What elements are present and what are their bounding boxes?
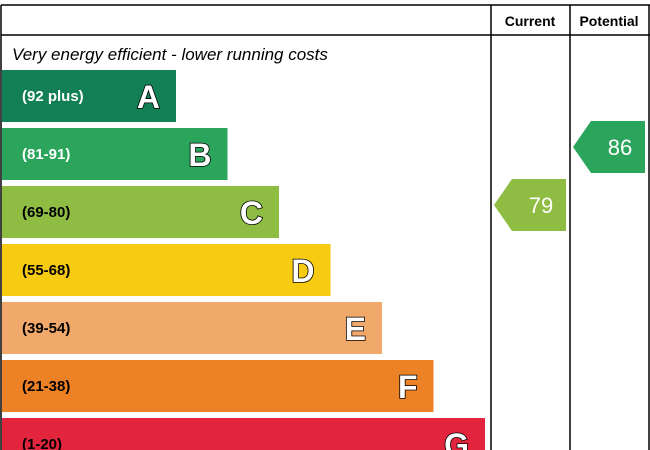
- band-range-c: (69-80): [22, 204, 70, 221]
- scores-layer: 79 86: [494, 121, 645, 231]
- band-letter-a: A: [137, 79, 160, 115]
- band-range-f: (21-38): [22, 378, 70, 395]
- band-g: (1-20) G: [2, 418, 485, 450]
- potential-column-header: Potential: [579, 13, 638, 29]
- band-d: (55-68) D: [2, 244, 331, 296]
- band-e: (39-54) E: [2, 302, 382, 354]
- band-letter-d: D: [291, 253, 314, 289]
- bands-layer: (92 plus) A (81-91) B (69-80) C (55-68) D (39-54…: [2, 70, 485, 450]
- band-bar-b: [2, 128, 228, 180]
- band-b: (81-91) B: [2, 128, 228, 180]
- potential-rating-shape: [573, 121, 645, 173]
- band-letter-c: C: [240, 195, 263, 231]
- band-range-b: (81-91): [22, 146, 70, 163]
- band-bar-c: [2, 186, 279, 238]
- band-letter-f: F: [398, 369, 418, 405]
- band-bar-g: [2, 418, 485, 450]
- band-bar-e: [2, 302, 382, 354]
- current-rating-value: 79: [529, 193, 553, 218]
- band-letter-b: B: [188, 137, 211, 173]
- band-c: (69-80) C: [2, 186, 279, 238]
- band-range-d: (55-68): [22, 262, 70, 279]
- band-letter-e: E: [345, 311, 366, 347]
- potential-rating-value: 86: [608, 135, 632, 160]
- band-f: (21-38) F: [2, 360, 434, 412]
- current-column-header: Current: [505, 13, 556, 29]
- band-range-a: (92 plus): [22, 88, 84, 105]
- band-letter-g: G: [444, 427, 469, 450]
- band-bar-a: [2, 70, 176, 122]
- current-rating-shape: [494, 179, 566, 231]
- band-bar-d: [2, 244, 331, 296]
- efficient-caption: Very energy efficient - lower running co…: [12, 45, 328, 64]
- band-range-e: (39-54): [22, 320, 70, 337]
- current-rating-arrow: 79: [494, 179, 566, 231]
- band-bar-f: [2, 360, 434, 412]
- band-a: (92 plus) A: [2, 70, 176, 122]
- band-range-g: (1-20): [22, 436, 62, 450]
- chart-frame: [0, 4, 650, 450]
- potential-rating-arrow: 86: [573, 121, 645, 173]
